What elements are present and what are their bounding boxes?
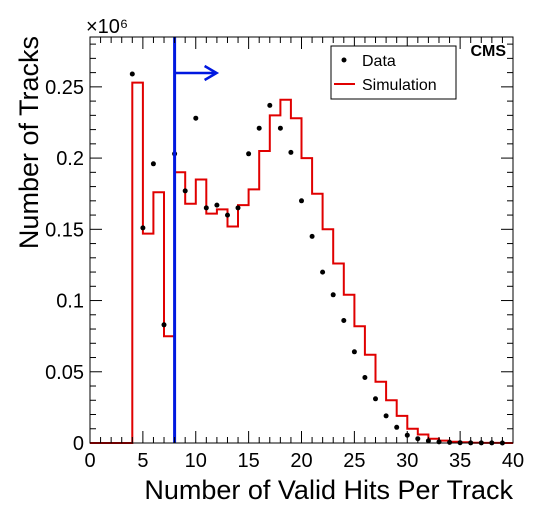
data-point	[267, 102, 273, 108]
data-point	[351, 349, 357, 355]
data-point	[129, 71, 135, 77]
x-tick-label: 10	[185, 450, 207, 472]
data-point	[203, 205, 209, 211]
y-tick-label: 0.05	[45, 362, 84, 384]
data-point	[330, 292, 336, 298]
x-tick-label: 40	[502, 450, 524, 472]
x-tick-label: 0	[84, 450, 95, 472]
legend-box	[330, 45, 457, 100]
x-tick-label: 5	[137, 450, 148, 472]
data-point	[277, 125, 283, 131]
data-point	[373, 396, 378, 402]
experiment-label: CMS	[470, 43, 506, 60]
data-point	[362, 375, 368, 380]
y-tick-label: 0.15	[45, 219, 84, 241]
y-tick-label: 0.2	[56, 148, 84, 170]
axes	[89, 36, 514, 444]
y-tick-label: 0.1	[56, 291, 84, 313]
cut-marker	[173, 37, 220, 443]
x-tick-label: 35	[449, 450, 471, 472]
data-point	[225, 212, 230, 218]
cut-arrow-head	[203, 64, 220, 82]
data-point	[394, 424, 400, 430]
data-point	[256, 125, 262, 131]
x-tick-label: 20	[290, 450, 312, 472]
legend-simulation-label: Simulation	[362, 77, 437, 94]
data-point	[140, 225, 146, 231]
x-tick-label: 30	[396, 450, 418, 472]
y-tick-label: 0.25	[45, 77, 84, 99]
y-axis-label: Number of Tracks	[14, 36, 44, 249]
data-point	[288, 149, 294, 155]
y-multiplier-label: ×10⁶	[86, 16, 128, 38]
tick-labels: 0 5 10 15 20 25 30 35 40 0 0.05 0.1 0.15 0.2 0.25	[45, 77, 524, 472]
data-point	[309, 233, 315, 239]
data-point	[246, 151, 252, 157]
legend-data-label: Data	[362, 53, 396, 70]
data-point	[383, 413, 389, 419]
x-tick-label: 25	[343, 450, 365, 472]
data-point	[235, 205, 241, 211]
data-point	[341, 318, 347, 323]
data-point	[320, 269, 326, 275]
legend-data-marker	[341, 57, 347, 63]
data-point	[214, 202, 220, 208]
data-point	[150, 161, 156, 167]
y-tick-label: 0	[73, 433, 84, 455]
legend: Data Simulation	[330, 45, 457, 100]
data-point	[182, 188, 188, 194]
data-point	[193, 115, 199, 121]
data-point	[161, 322, 167, 328]
x-axis-label: Number of Valid Hits Per Track	[144, 475, 513, 505]
data-point	[299, 198, 304, 204]
x-tick-label: 15	[238, 450, 260, 472]
